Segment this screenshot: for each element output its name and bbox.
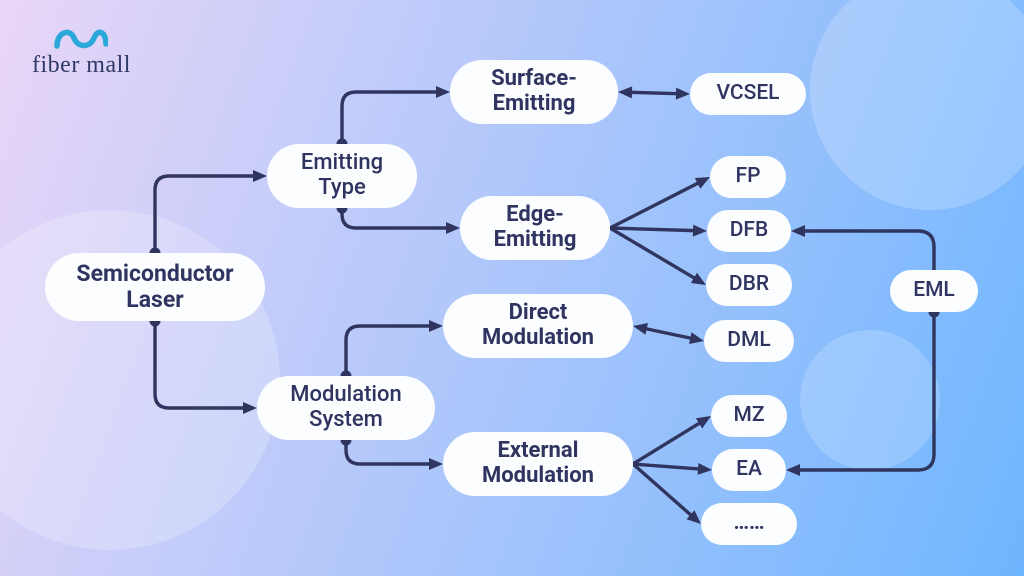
node-dots: …… — [701, 503, 797, 545]
logo-text: fiber mall — [32, 52, 131, 79]
node-fp: FP — [710, 156, 786, 198]
node-dml: DML — [704, 320, 794, 362]
node-emod: ExternalModulation — [443, 432, 633, 496]
node-mz: MZ — [711, 395, 787, 437]
node-vcsel: VCSEL — [690, 73, 806, 115]
node-msys: ModulationSystem — [257, 376, 435, 440]
node-root: SemiconductorLaser — [45, 253, 265, 321]
node-dbr: DBR — [706, 264, 792, 306]
node-etype: EmittingType — [267, 144, 417, 208]
diagram-stage: fiber mall SemiconductorLaserEmittingTyp… — [0, 0, 1024, 576]
node-surf: Surface-Emitting — [450, 60, 618, 124]
node-ea: EA — [712, 449, 786, 491]
node-dmod: DirectModulation — [443, 294, 633, 358]
background-bubble — [810, 0, 1024, 210]
node-dfb: DFB — [707, 210, 791, 252]
brand-logo: fiber mall — [32, 22, 131, 79]
node-edge: Edge-Emitting — [460, 196, 610, 260]
node-eml: EML — [890, 270, 978, 312]
background-bubble — [800, 330, 940, 470]
logo-mark-icon — [32, 22, 131, 50]
